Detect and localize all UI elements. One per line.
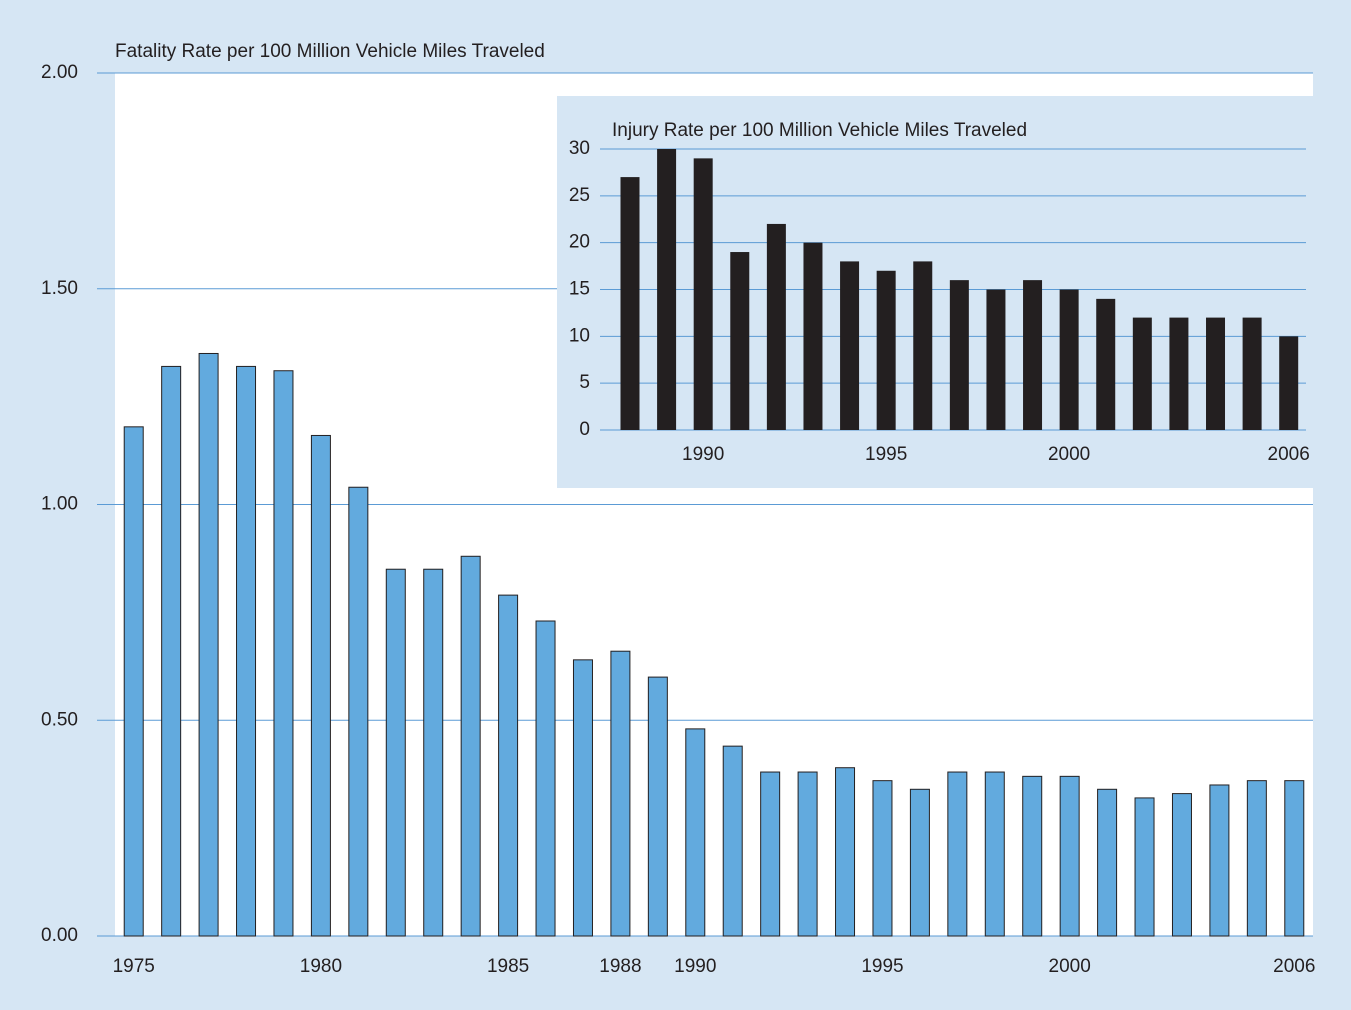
x-tick-label: 2006 bbox=[1273, 956, 1315, 977]
chart-title: Fatality Rate per 100 Million Vehicle Mi… bbox=[115, 41, 545, 62]
x-tick-label: 1990 bbox=[682, 444, 724, 465]
bar bbox=[1171, 793, 1192, 937]
bar bbox=[535, 620, 556, 937]
bar bbox=[722, 745, 743, 937]
bar bbox=[1059, 775, 1080, 937]
bar bbox=[693, 158, 713, 430]
x-tick-label: 1975 bbox=[113, 956, 155, 977]
y-tick-label: 30 bbox=[569, 138, 590, 159]
bar bbox=[498, 594, 519, 937]
bar bbox=[310, 434, 331, 937]
x-tick-label: 1980 bbox=[300, 956, 342, 977]
bar bbox=[766, 223, 786, 430]
bar bbox=[835, 767, 856, 937]
bar bbox=[1097, 788, 1118, 937]
x-tick-label: 1990 bbox=[674, 956, 716, 977]
bar bbox=[913, 261, 933, 430]
bar bbox=[123, 426, 144, 937]
bar bbox=[909, 788, 930, 937]
y-tick-label: 25 bbox=[569, 185, 590, 206]
bar bbox=[198, 352, 219, 937]
x-tick-label: 2006 bbox=[1268, 444, 1310, 465]
y-tick-label: 0.50 bbox=[41, 709, 78, 730]
bar bbox=[647, 676, 668, 937]
chart-title: Injury Rate per 100 Million Vehicle Mile… bbox=[612, 120, 1027, 141]
bar bbox=[840, 261, 860, 430]
bar bbox=[1206, 317, 1226, 430]
inset-chart: Injury Rate per 100 Million Vehicle Mile… bbox=[569, 120, 1310, 465]
bar bbox=[730, 252, 750, 430]
bar bbox=[872, 780, 893, 937]
y-tick-label: 0.00 bbox=[41, 925, 78, 946]
bar bbox=[1246, 780, 1267, 937]
bar bbox=[986, 289, 1006, 430]
x-tick-label: 2000 bbox=[1048, 444, 1090, 465]
bar bbox=[1284, 780, 1305, 937]
x-tick-label: 1985 bbox=[487, 956, 529, 977]
bar bbox=[161, 365, 182, 937]
x-tick-label: 1988 bbox=[599, 956, 641, 977]
bar bbox=[876, 270, 896, 430]
y-tick-label: 1.00 bbox=[41, 494, 78, 515]
bar bbox=[1209, 784, 1230, 937]
bar bbox=[984, 771, 1005, 937]
bar bbox=[685, 728, 706, 937]
y-tick-label: 5 bbox=[579, 372, 590, 393]
bar bbox=[1132, 317, 1152, 430]
bar bbox=[803, 242, 823, 430]
bar bbox=[1169, 317, 1189, 430]
bar bbox=[1242, 317, 1262, 430]
x-tick-label: 2000 bbox=[1049, 956, 1091, 977]
bar bbox=[610, 650, 631, 937]
bar bbox=[423, 568, 444, 937]
bar bbox=[236, 365, 257, 937]
y-tick-label: 20 bbox=[569, 232, 590, 253]
bar bbox=[273, 370, 294, 937]
y-tick-label: 0 bbox=[579, 419, 590, 440]
bar bbox=[1134, 797, 1155, 937]
bar bbox=[1023, 280, 1043, 430]
bar bbox=[348, 486, 369, 937]
bar bbox=[1059, 289, 1079, 430]
bar bbox=[657, 149, 677, 430]
bar bbox=[949, 280, 969, 430]
y-tick-label: 10 bbox=[569, 325, 590, 346]
bar bbox=[797, 771, 818, 937]
y-tick-label: 15 bbox=[569, 279, 590, 300]
x-tick-label: 1995 bbox=[861, 956, 903, 977]
bar bbox=[460, 555, 481, 937]
bar bbox=[1279, 336, 1299, 430]
bar bbox=[572, 659, 593, 937]
bar bbox=[1022, 775, 1043, 937]
y-tick-label: 1.50 bbox=[41, 278, 78, 299]
x-tick-label: 1995 bbox=[865, 444, 907, 465]
bar bbox=[1096, 298, 1116, 430]
bar bbox=[760, 771, 781, 937]
y-tick-label: 2.00 bbox=[41, 62, 78, 83]
main-chart: Fatality Rate per 100 Million Vehicle Mi… bbox=[41, 41, 1315, 977]
bar bbox=[385, 568, 406, 937]
bar bbox=[947, 771, 968, 937]
bar bbox=[620, 177, 640, 430]
